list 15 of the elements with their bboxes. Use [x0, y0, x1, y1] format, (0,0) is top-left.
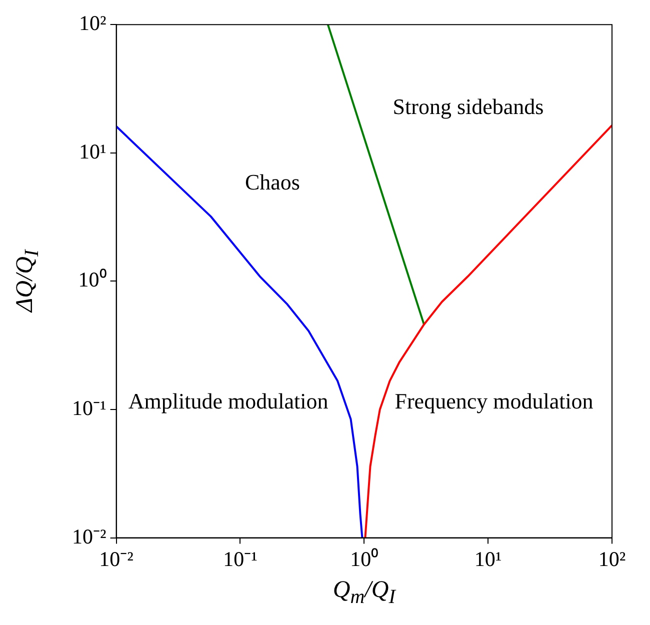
x-tick-label: 10²	[598, 546, 626, 571]
x-tick-label: 10¹	[474, 546, 502, 571]
x-tick-label: 10⁰	[350, 546, 378, 571]
annotation: Amplitude modulation	[128, 388, 328, 414]
annotation: Chaos	[244, 169, 300, 194]
x-tick-label: 10⁻¹	[223, 546, 258, 571]
y-tick-label: 10⁻¹	[72, 396, 106, 420]
annotation: Strong sidebands	[392, 94, 544, 120]
y-tick-label: 10⁻²	[72, 524, 106, 548]
x-tick-label: 10⁻²	[99, 546, 134, 571]
y-tick-label: 10⁰	[78, 268, 106, 292]
x-axis-title: Q$_{m}$/Q$_{I}$	[332, 577, 398, 609]
y-tick-label: 10²	[79, 11, 106, 36]
y-tick-label: 10¹	[79, 139, 106, 164]
annotation: Frequency modulation	[394, 388, 594, 414]
